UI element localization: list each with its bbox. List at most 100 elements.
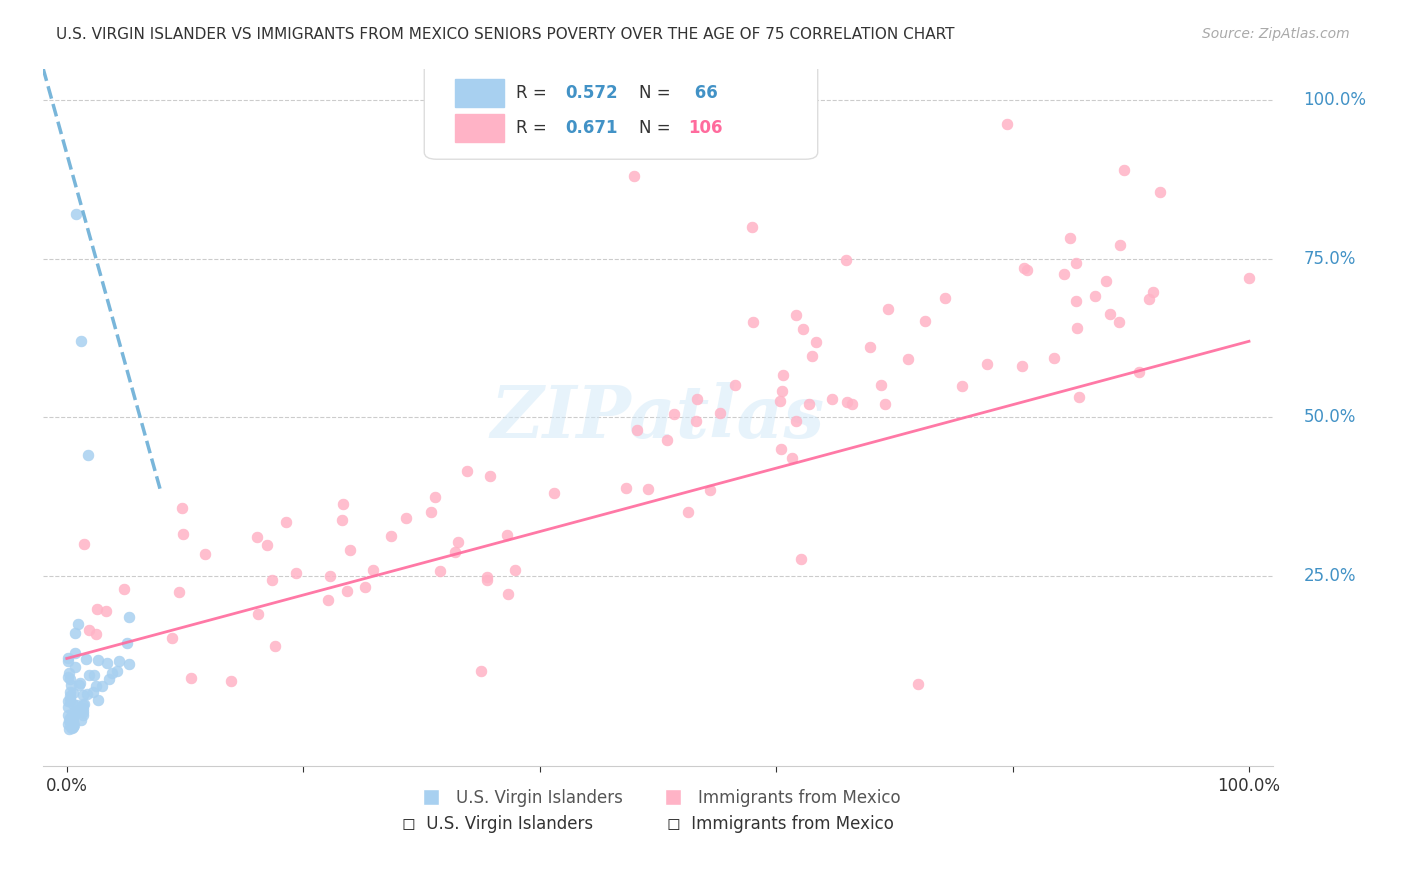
Point <box>1014 260 1036 275</box>
Point <box>60 721 83 735</box>
Point <box>72 705 94 719</box>
Point <box>477 573 499 587</box>
Point <box>56 708 79 723</box>
Point <box>91 679 114 693</box>
Point <box>505 563 527 577</box>
Point <box>59 714 82 729</box>
Point <box>820 392 842 406</box>
Point <box>66 698 89 712</box>
Point <box>170 501 193 516</box>
Point <box>105 664 128 678</box>
Point <box>82 684 104 698</box>
Point <box>56 670 79 684</box>
Text: Source: ZipAtlas.com: Source: ZipAtlas.com <box>1202 27 1350 41</box>
Point <box>804 335 827 350</box>
Text: R =: R = <box>516 84 553 102</box>
Point <box>58 713 80 727</box>
Point <box>995 118 1018 132</box>
Point <box>789 551 811 566</box>
Point <box>69 702 91 716</box>
Point <box>180 671 202 685</box>
Point <box>83 668 105 682</box>
Text: 100.0%: 100.0% <box>1303 91 1367 109</box>
Point <box>108 654 131 668</box>
Point <box>59 678 82 692</box>
Text: 106: 106 <box>689 119 723 136</box>
Point <box>907 677 929 691</box>
Point <box>339 543 361 558</box>
Point <box>1064 294 1087 309</box>
Point <box>1108 315 1130 329</box>
Point <box>336 583 359 598</box>
Point <box>724 377 747 392</box>
Point <box>1015 262 1038 277</box>
Point <box>62 697 84 711</box>
Point <box>614 481 637 495</box>
Point <box>101 665 124 680</box>
Point <box>332 497 354 511</box>
Point <box>62 686 84 700</box>
Point <box>1128 365 1150 379</box>
Text: U.S. VIRGIN ISLANDER VS IMMIGRANTS FROM MEXICO SENIORS POVERTY OVER THE AGE OF 7: U.S. VIRGIN ISLANDER VS IMMIGRANTS FROM … <box>56 27 955 42</box>
Point <box>96 657 118 671</box>
Point <box>56 699 79 714</box>
Point <box>678 505 700 519</box>
Point <box>1069 390 1091 404</box>
Point <box>247 607 270 621</box>
Point <box>58 722 80 736</box>
Point <box>274 515 297 529</box>
Point <box>59 689 82 703</box>
Point <box>172 527 194 541</box>
Point <box>495 528 517 542</box>
Point <box>395 511 418 525</box>
Point <box>72 688 94 702</box>
Point <box>1066 321 1088 335</box>
Point <box>363 564 385 578</box>
Point <box>1042 351 1064 365</box>
Point <box>897 351 920 366</box>
Point <box>62 709 84 723</box>
Point <box>330 513 353 527</box>
Text: N =: N = <box>640 84 676 102</box>
Point <box>1053 267 1076 281</box>
Point <box>657 433 679 447</box>
Point <box>380 529 402 543</box>
Point <box>478 469 501 483</box>
Text: R =: R = <box>516 119 553 136</box>
Point <box>66 616 89 631</box>
Bar <box>456 114 505 142</box>
Point <box>84 627 107 641</box>
Point <box>1142 285 1164 300</box>
Point <box>284 566 307 580</box>
Point <box>67 678 90 692</box>
Point <box>256 538 278 552</box>
Text: 50.0%: 50.0% <box>1303 409 1355 426</box>
Point <box>72 698 94 713</box>
Point <box>870 377 893 392</box>
Point <box>770 442 793 456</box>
Point <box>1084 289 1107 303</box>
Point <box>637 482 659 496</box>
Point <box>1099 307 1122 321</box>
Point <box>63 660 86 674</box>
Text: 0.572: 0.572 <box>565 84 619 102</box>
Point <box>77 449 100 463</box>
Point <box>86 602 108 616</box>
Point <box>976 357 998 371</box>
Point <box>429 564 451 578</box>
Point <box>316 593 339 607</box>
FancyBboxPatch shape <box>425 62 818 160</box>
Point <box>62 718 84 732</box>
Point <box>167 585 190 599</box>
Point <box>59 711 82 725</box>
Point <box>770 384 793 399</box>
Point <box>859 340 882 354</box>
Text: N =: N = <box>640 119 676 136</box>
Point <box>87 693 110 707</box>
Point <box>221 673 243 688</box>
Point <box>785 414 807 428</box>
Point <box>623 169 645 184</box>
Point <box>1237 271 1260 285</box>
Point <box>69 703 91 717</box>
Point <box>76 686 98 700</box>
